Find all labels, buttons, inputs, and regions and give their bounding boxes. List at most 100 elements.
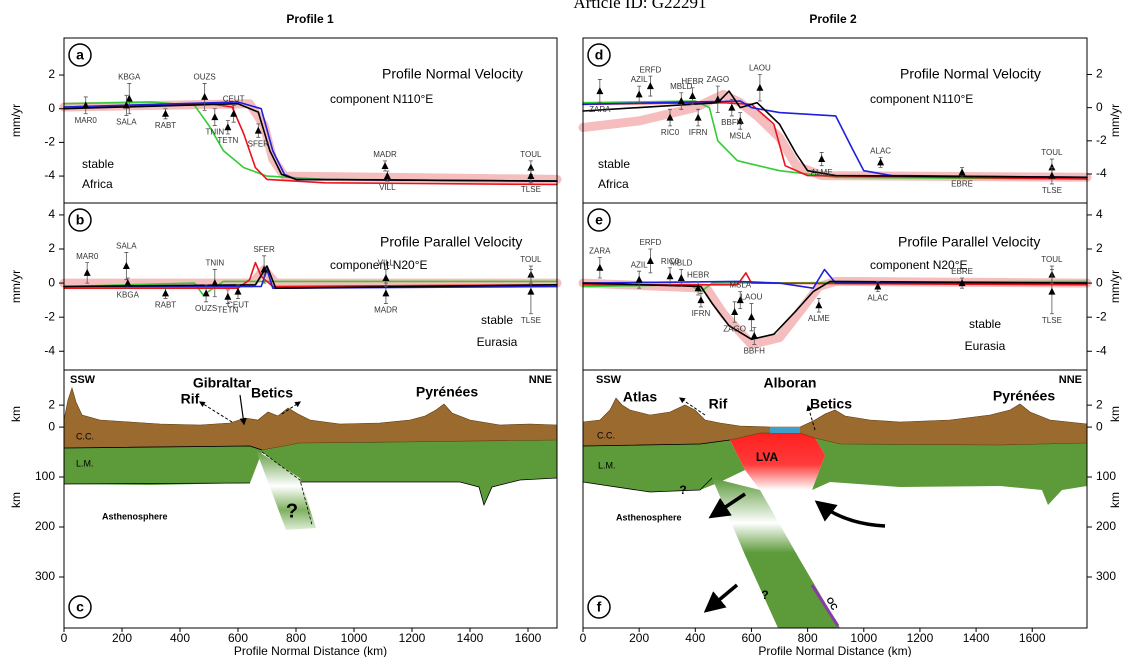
station-marker [689, 92, 696, 99]
region-label: Pyrénées [993, 388, 1055, 404]
y-axis-label: mm/yr [1108, 104, 1122, 137]
y-axis-label: km [1108, 492, 1122, 508]
y-axis-label: mm/yr [9, 270, 23, 303]
y-tick-label: -4 [44, 343, 55, 357]
panel-letter: b [76, 212, 85, 228]
station-marker [162, 289, 169, 296]
x-tick-label: 600 [228, 631, 248, 645]
x-tick-label: 400 [170, 631, 190, 645]
station-label: LAOU [749, 64, 771, 73]
y-tick-label: 200 [1096, 519, 1116, 533]
column-title: Profile 2 [809, 12, 857, 26]
panel-title: Profile Normal Velocity [382, 66, 523, 82]
panel-letter: f [597, 599, 602, 615]
region-label: Pyrénées [416, 384, 478, 400]
station-marker [382, 162, 389, 169]
sea [770, 427, 800, 433]
y-tick-label: 100 [1096, 469, 1116, 483]
x-tick-label: 400 [685, 631, 705, 645]
x-tick-label: 1600 [515, 631, 542, 645]
y-tick-label: 0 [48, 275, 55, 289]
direction-label: SSW [596, 374, 622, 386]
station-label: TOUL [520, 150, 542, 159]
station-label: ALAC [870, 147, 891, 156]
station-label: RABT [155, 121, 176, 130]
layer-label: Asthenosphere [102, 511, 168, 521]
station-marker [224, 293, 231, 300]
y-tick-label: -2 [44, 135, 55, 149]
station-label: MSLA [729, 131, 751, 140]
station-marker [751, 332, 758, 339]
station-marker [697, 296, 704, 303]
y-tick-label: 300 [1096, 569, 1116, 583]
y-tick-label: -2 [1096, 309, 1107, 323]
velocity-line [64, 102, 557, 181]
y-axis-label: km [1108, 406, 1122, 422]
station-label: BBFH [721, 118, 743, 127]
y-tick-label: -2 [44, 309, 55, 323]
y-axis-label: mm/yr [9, 104, 23, 137]
x-tick-label: 800 [286, 631, 306, 645]
station-label: TNIN [205, 259, 224, 268]
station-label: TLSE [1042, 316, 1062, 325]
station-label: ERFD [639, 65, 661, 74]
y-tick-label: 4 [48, 207, 55, 221]
flow-arrow [707, 585, 737, 610]
y-tick-label: 0 [1096, 275, 1103, 289]
y-tick-label: 0 [1096, 419, 1103, 433]
y-tick-label: -4 [1096, 166, 1107, 180]
station-label: VILL [378, 259, 395, 268]
annotation: Eurasia [477, 335, 518, 349]
y-tick-label: 2 [1096, 397, 1103, 411]
y-tick-label: 2 [48, 67, 55, 81]
station-marker [527, 288, 534, 295]
y-tick-label: 2 [1096, 241, 1103, 255]
station-label: MAR0 [75, 116, 98, 125]
panel-letter: e [595, 212, 603, 228]
region-label: Gibraltar [193, 375, 252, 391]
annotation: stable [82, 157, 114, 171]
mantle [64, 440, 557, 505]
velocity-line [64, 104, 557, 181]
x-tick-label: 0 [61, 631, 68, 645]
station-marker [596, 87, 603, 94]
station-marker [84, 269, 91, 276]
x-axis-label: Profile Normal Distance (km) [234, 644, 387, 657]
station-label: RABT [155, 301, 176, 310]
station-label: MADR [373, 150, 397, 159]
station-label: EBRE [951, 179, 973, 188]
region-label: Rif [709, 396, 728, 412]
station-label: MBLD [670, 259, 692, 268]
slab [712, 478, 840, 628]
y-tick-label: 0 [48, 419, 55, 433]
station-marker [1048, 288, 1055, 295]
panel-letter: a [76, 47, 84, 63]
x-tick-label: 1600 [1019, 631, 1046, 645]
motion-arrow [200, 402, 232, 422]
y-tick-label: 2 [48, 397, 55, 411]
station-marker [382, 289, 389, 296]
page: Article ID: G22291 Profile 1 Profile 2 P… [0, 0, 1128, 657]
y-axis-label: km [9, 492, 23, 508]
layer-label: C.C. [76, 431, 94, 441]
crust [64, 388, 557, 450]
station-label: LAOU [741, 293, 763, 302]
region-label: Rif [181, 391, 200, 407]
station-label: SFER [253, 245, 275, 254]
y-axis-label: km [9, 406, 23, 422]
flow-arrow [818, 503, 885, 526]
unknown-label: ? [761, 588, 768, 602]
station-marker [815, 301, 822, 308]
x-tick-label: 800 [798, 631, 818, 645]
station-label: TOUL [520, 255, 542, 264]
station-label: SALA [116, 242, 137, 251]
article-id: Article ID: G22291 [573, 0, 706, 12]
station-marker [818, 155, 825, 162]
station-label: TOUL [1041, 148, 1063, 157]
panel-subtitle: component N110°E [330, 92, 433, 106]
station-label: TLSE [1042, 186, 1062, 195]
station-label: AZIL [631, 260, 648, 269]
station-marker [126, 95, 133, 102]
region-label: Betics [810, 396, 852, 412]
station-marker [756, 84, 763, 91]
